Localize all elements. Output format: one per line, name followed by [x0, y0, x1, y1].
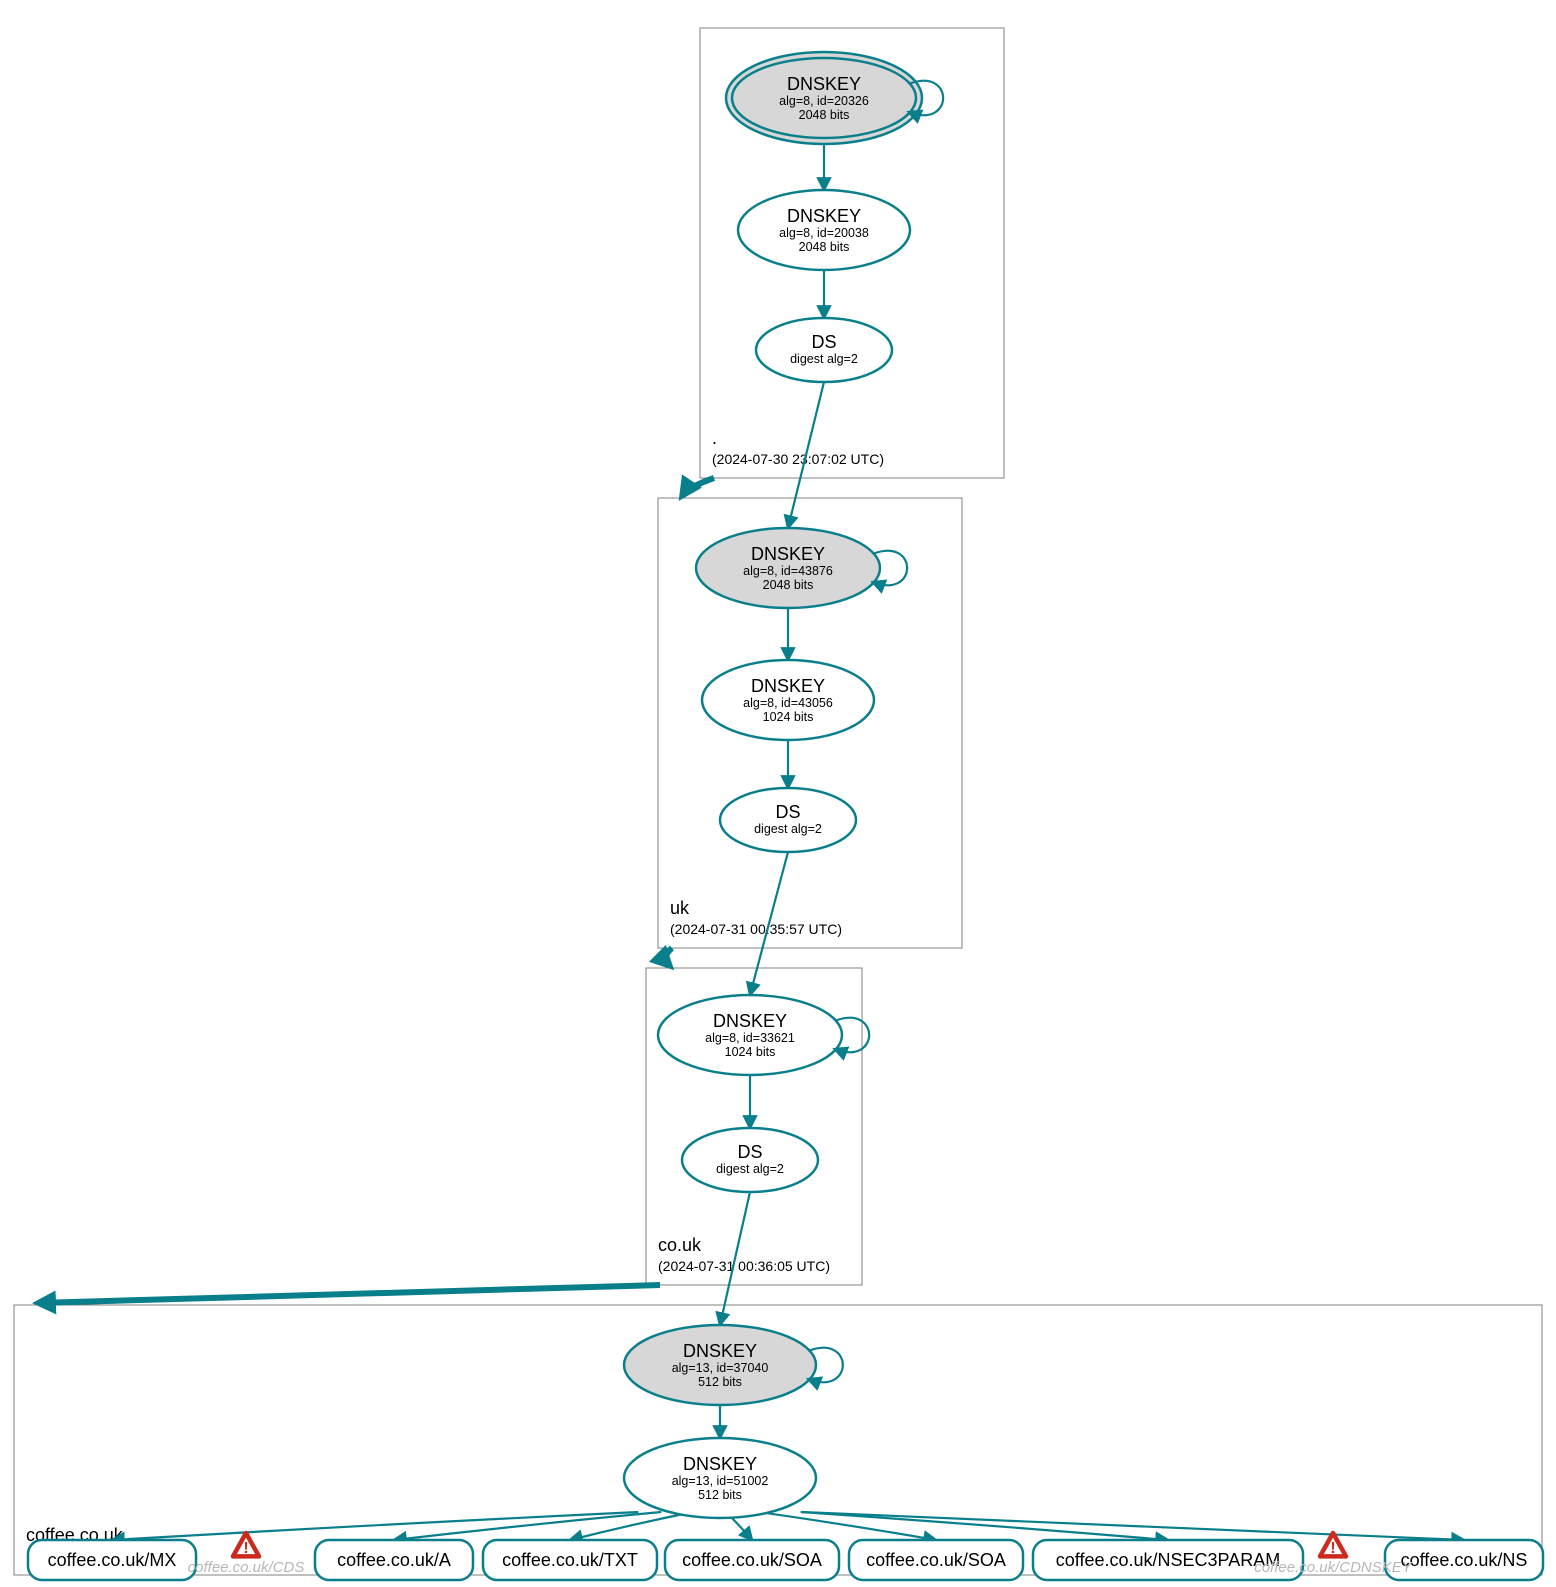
node-title: DS [811, 332, 836, 352]
svg-text:uk: uk [670, 898, 690, 918]
node-sub: digest alg=2 [790, 352, 858, 366]
node-title: DS [737, 1142, 762, 1162]
leaf-label: coffee.co.uk/A [337, 1550, 451, 1570]
node-sub: alg=8, id=33621 [705, 1031, 795, 1045]
edge [394, 1512, 661, 1540]
node-title: DS [775, 802, 800, 822]
edge [112, 1512, 638, 1540]
leaf-soa2: coffee.co.uk/SOA [849, 1540, 1023, 1580]
node-sub: digest alg=2 [716, 1162, 784, 1176]
leaf-label: coffee.co.uk/NS [1401, 1550, 1528, 1570]
node-sub: 2048 bits [763, 578, 814, 592]
warning-icon: ! coffee.co.uk/CDS [188, 1533, 305, 1576]
node-root_ds: DSdigest alg=2 [756, 318, 892, 382]
zone-arrow [682, 478, 714, 496]
leaf-label: coffee.co.uk/SOA [682, 1550, 822, 1570]
leaf-mx: coffee.co.uk/MX [28, 1540, 196, 1580]
node-title: DNSKEY [683, 1454, 757, 1474]
node-title: DNSKEY [787, 206, 861, 226]
leaf-txt: coffee.co.uk/TXT [483, 1540, 657, 1580]
node-couk_ksk: DNSKEYalg=8, id=336211024 bits [658, 995, 869, 1075]
svg-text:(2024-07-30 23:07:02 UTC): (2024-07-30 23:07:02 UTC) [712, 451, 884, 467]
node-coffee_zsk: DNSKEYalg=13, id=51002512 bits [624, 1438, 816, 1518]
svg-text:(2024-07-31 00:36:05 UTC): (2024-07-31 00:36:05 UTC) [658, 1258, 830, 1274]
node-root_zsk: DNSKEYalg=8, id=200382048 bits [738, 190, 910, 270]
node-title: DNSKEY [683, 1341, 757, 1361]
node-uk_ksk: DNSKEYalg=8, id=438762048 bits [696, 528, 907, 608]
node-coffee_ksk: DNSKEYalg=13, id=37040512 bits [624, 1325, 843, 1405]
node-sub: alg=8, id=20326 [779, 94, 869, 108]
node-couk_ds: DSdigest alg=2 [682, 1128, 818, 1192]
node-root_ksk: DNSKEYalg=8, id=203262048 bits [726, 52, 943, 144]
svg-text:co.uk: co.uk [658, 1235, 702, 1255]
leaf-a: coffee.co.uk/A [315, 1540, 473, 1580]
leaf-label: coffee.co.uk/TXT [502, 1550, 638, 1570]
dnssec-diagram: . (2024-07-30 23:07:02 UTC) uk (2024-07-31 … [0, 0, 1556, 1587]
node-sub: alg=13, id=37040 [672, 1361, 769, 1375]
leaf-label: coffee.co.uk/NSEC3PARAM [1056, 1550, 1280, 1570]
node-sub: 2048 bits [799, 108, 850, 122]
node-title: DNSKEY [751, 676, 825, 696]
svg-text:!: ! [1330, 1540, 1335, 1557]
svg-text:.: . [712, 428, 717, 448]
leaf-label: coffee.co.uk/SOA [866, 1550, 1006, 1570]
leaf-label: coffee.co.uk/MX [48, 1550, 177, 1570]
node-uk_ds: DSdigest alg=2 [720, 788, 856, 852]
node-sub: 1024 bits [725, 1045, 776, 1059]
node-sub: alg=13, id=51002 [672, 1474, 769, 1488]
warning-label: coffee.co.uk/CDS [188, 1559, 305, 1576]
node-sub: alg=8, id=20038 [779, 226, 869, 240]
node-sub: 2048 bits [799, 240, 850, 254]
edge [802, 1512, 1464, 1540]
node-sub: alg=8, id=43876 [743, 564, 833, 578]
edge [570, 1512, 693, 1540]
node-title: DNSKEY [751, 544, 825, 564]
leaf-soa1: coffee.co.uk/SOA [665, 1540, 839, 1580]
svg-text:(2024-07-31 00:35:57 UTC): (2024-07-31 00:35:57 UTC) [670, 921, 842, 937]
warning-label: coffee.co.uk/CDNSKEY [1254, 1559, 1413, 1576]
svg-text:!: ! [243, 1540, 248, 1557]
zone-arrow [666, 948, 672, 966]
node-title: DNSKEY [787, 74, 861, 94]
node-uk_zsk: DNSKEYalg=8, id=430561024 bits [702, 660, 874, 740]
node-sub: alg=8, id=43056 [743, 696, 833, 710]
node-sub: 512 bits [698, 1488, 742, 1502]
node-sub: digest alg=2 [754, 822, 822, 836]
node-sub: 512 bits [698, 1375, 742, 1389]
node-title: DNSKEY [713, 1011, 787, 1031]
zone-arrow [38, 1285, 660, 1303]
node-sub: 1024 bits [763, 710, 814, 724]
